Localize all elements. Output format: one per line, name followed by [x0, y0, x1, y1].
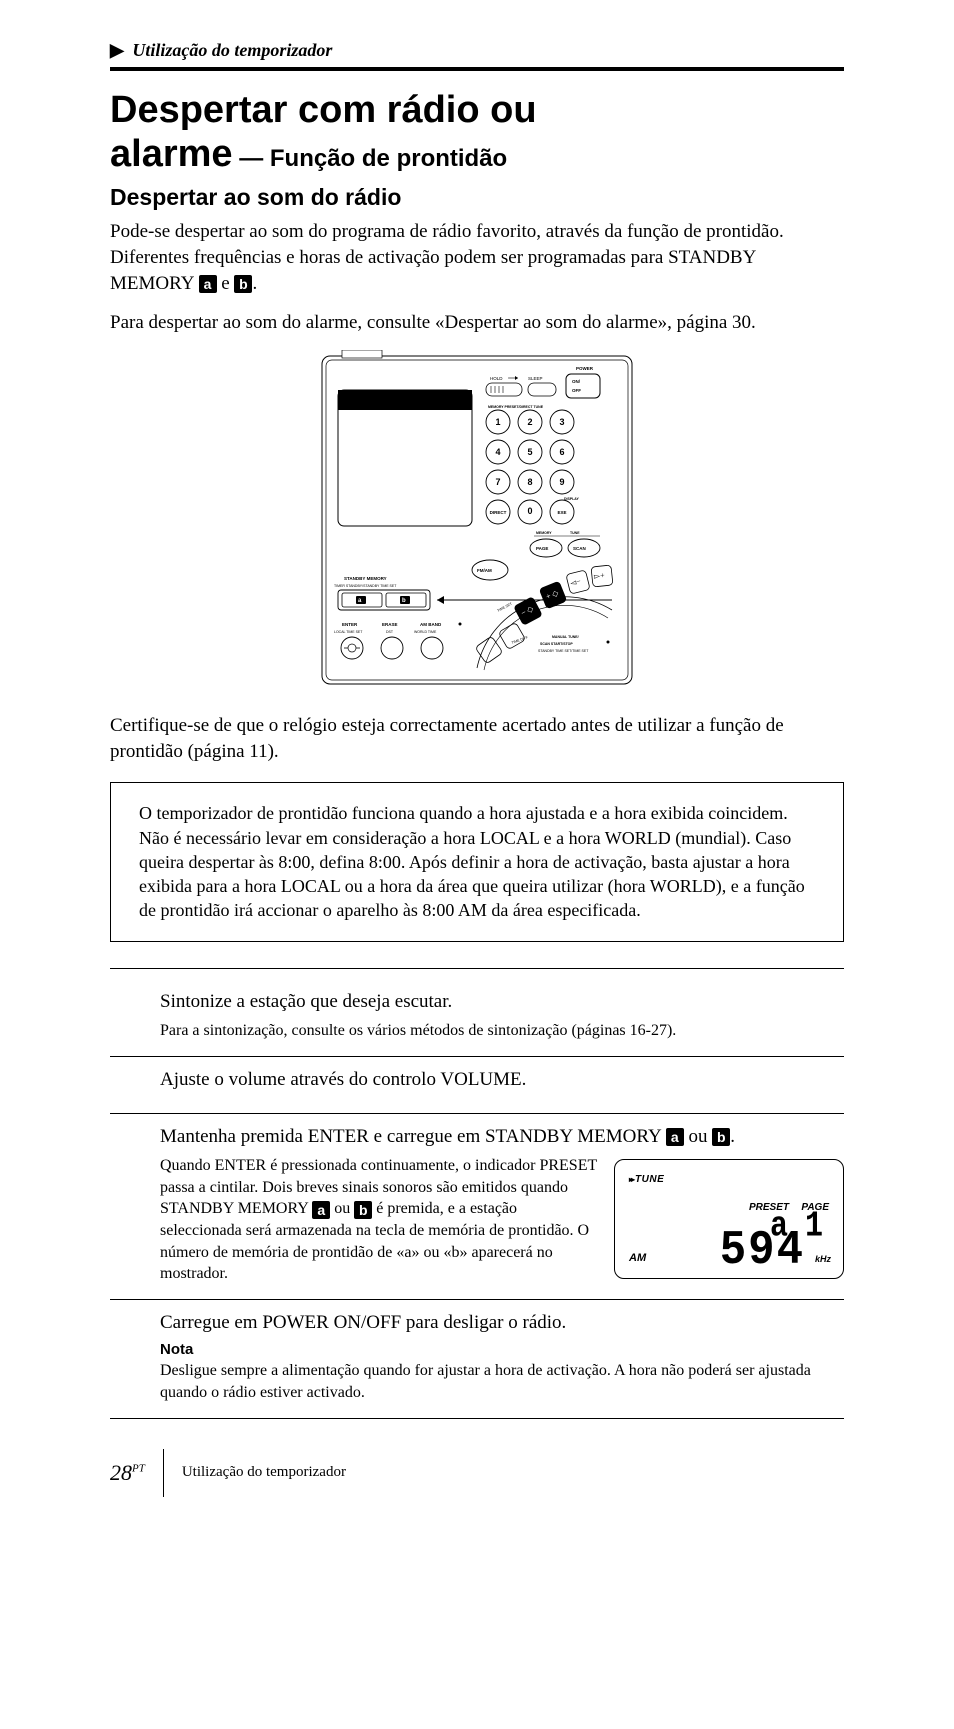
svg-text:PAGE: PAGE — [536, 546, 548, 551]
svg-text:4: 4 — [495, 447, 500, 457]
svg-text:7: 7 — [495, 477, 500, 487]
badge-b-icon: b — [354, 1201, 372, 1219]
after-device-text: Certifique-se de que o relógio esteja co… — [110, 713, 844, 764]
svg-text:SLEEP: SLEEP — [528, 376, 543, 381]
svg-text:ON/: ON/ — [572, 379, 581, 384]
breadcrumb: ▶ Utilização do temporizador — [110, 40, 844, 71]
step-2: Ajuste o volume através do controlo VOLU… — [110, 1057, 844, 1114]
title-line2-sub: — Função de prontidão — [233, 145, 508, 172]
title-line2-main: alarme — [110, 133, 233, 175]
svg-text:ENTER: ENTER — [342, 622, 358, 627]
info-box: O temporizador de prontidão funciona qua… — [110, 782, 844, 941]
svg-text:DIRECT: DIRECT — [490, 510, 507, 515]
step-3: Mantenha premida ENTER e carregue em STA… — [110, 1114, 844, 1300]
badge-b-icon: b — [712, 1128, 730, 1146]
step-4-title: Carregue em POWER ON/OFF para desligar o… — [160, 1310, 844, 1336]
lcd-band: AM — [629, 1252, 646, 1264]
device-illustration: HOLD SLEEP POWER ON/ OFF MEMORY PRESET/D… — [110, 350, 844, 695]
svg-text:SCAN: SCAN — [573, 546, 586, 551]
svg-text:8: 8 — [527, 477, 532, 487]
svg-text:OFF: OFF — [572, 388, 581, 393]
page-number: 28PT — [110, 1460, 145, 1486]
svg-text:MEMORY: MEMORY — [536, 531, 552, 535]
breadcrumb-marker: ▶ — [110, 40, 124, 60]
svg-text:FM/AM: FM/AM — [477, 568, 492, 573]
footer-divider — [163, 1449, 164, 1497]
svg-text:WORLD TIME: WORLD TIME — [414, 630, 437, 634]
step-4: Carregue em POWER ON/OFF para desligar o… — [110, 1300, 844, 1419]
subheading: Despertar ao som do rádio — [110, 184, 844, 211]
breadcrumb-text: Utilização do temporizador — [132, 40, 332, 60]
svg-text:TIME SET: TIME SET — [497, 601, 514, 613]
info-box-text: O temporizador de prontidão funciona qua… — [139, 801, 815, 922]
separator — [110, 968, 844, 969]
title-line1: Despertar com rádio ou — [110, 89, 537, 131]
step-2-title: Ajuste o volume através do controlo VOLU… — [160, 1067, 844, 1093]
page-title: Despertar com rádio ou alarme — Função d… — [110, 89, 844, 176]
footer-section: Utilização do temporizador — [182, 1464, 346, 1481]
lcd-page-value: 1 — [805, 1207, 823, 1248]
step-3-title: Mantenha premida ENTER e carregue em STA… — [160, 1124, 844, 1150]
lcd-display: TUNE PRESET PAGE a 1 AM 594 kHz — [614, 1159, 844, 1279]
svg-text:b: b — [402, 598, 406, 604]
badge-a-icon: a — [666, 1128, 684, 1146]
svg-text:0: 0 — [527, 506, 532, 516]
svg-text:TUNE: TUNE — [570, 531, 580, 535]
svg-text:MEMORY PRESET/DIRECT TUNE: MEMORY PRESET/DIRECT TUNE — [488, 405, 544, 409]
page-footer: 28PT Utilização do temporizador — [110, 1449, 844, 1497]
intro-paragraph-2: Para despertar ao som do alarme, consult… — [110, 310, 844, 336]
svg-text:TIMER STANDBY/STANDBY TIME SET: TIMER STANDBY/STANDBY TIME SET — [334, 584, 397, 588]
svg-text:◅−: ◅− — [569, 576, 582, 587]
step-1-title: Sintonize a estação que deseja escutar. — [160, 989, 844, 1015]
svg-text:STANDBY TIME SET/TIME SET: STANDBY TIME SET/TIME SET — [538, 649, 589, 653]
svg-text:HOLD: HOLD — [490, 376, 503, 381]
lcd-tune-label: TUNE — [629, 1174, 664, 1185]
svg-text:1: 1 — [495, 417, 500, 427]
lcd-unit: kHz — [815, 1254, 831, 1264]
svg-text:3: 3 — [559, 417, 564, 427]
lcd-frequency: 594 — [720, 1224, 805, 1279]
svg-text:ERASE: ERASE — [382, 622, 398, 627]
badge-b-icon: b — [234, 275, 252, 293]
svg-text:EXE: EXE — [557, 510, 566, 515]
svg-text:POWER: POWER — [576, 366, 594, 371]
svg-text:2: 2 — [527, 417, 532, 427]
badge-a-icon: a — [199, 275, 217, 293]
svg-text:STANDBY MEMORY: STANDBY MEMORY — [344, 576, 387, 581]
svg-text:MANUAL TUNE/: MANUAL TUNE/ — [552, 635, 579, 639]
svg-text:DISPLAY: DISPLAY — [564, 497, 580, 501]
svg-text:SCAN START/STOP: SCAN START/STOP — [540, 642, 573, 646]
step-3-note: Quando ENTER é pressionada continuamente… — [160, 1155, 600, 1285]
svg-text:LOCAL TIME SET: LOCAL TIME SET — [334, 630, 363, 634]
svg-text:6: 6 — [559, 447, 564, 457]
step-1-note: Para a sintonização, consulte os vários … — [160, 1020, 844, 1042]
step-1: Sintonize a estação que deseja escutar. … — [110, 979, 844, 1057]
svg-text:DST: DST — [386, 630, 394, 634]
svg-text:9: 9 — [559, 477, 564, 487]
svg-text:5: 5 — [527, 447, 532, 457]
svg-text:AM BAND: AM BAND — [420, 622, 442, 627]
step-4-note: Desligue sempre a alimentação quando for… — [160, 1360, 844, 1403]
badge-a-icon: a — [312, 1201, 330, 1219]
intro-paragraph-1: Pode-se despertar ao som do programa de … — [110, 219, 844, 296]
step-4-note-label: Nota — [160, 1341, 844, 1358]
svg-text:▻+: ▻+ — [594, 571, 606, 581]
